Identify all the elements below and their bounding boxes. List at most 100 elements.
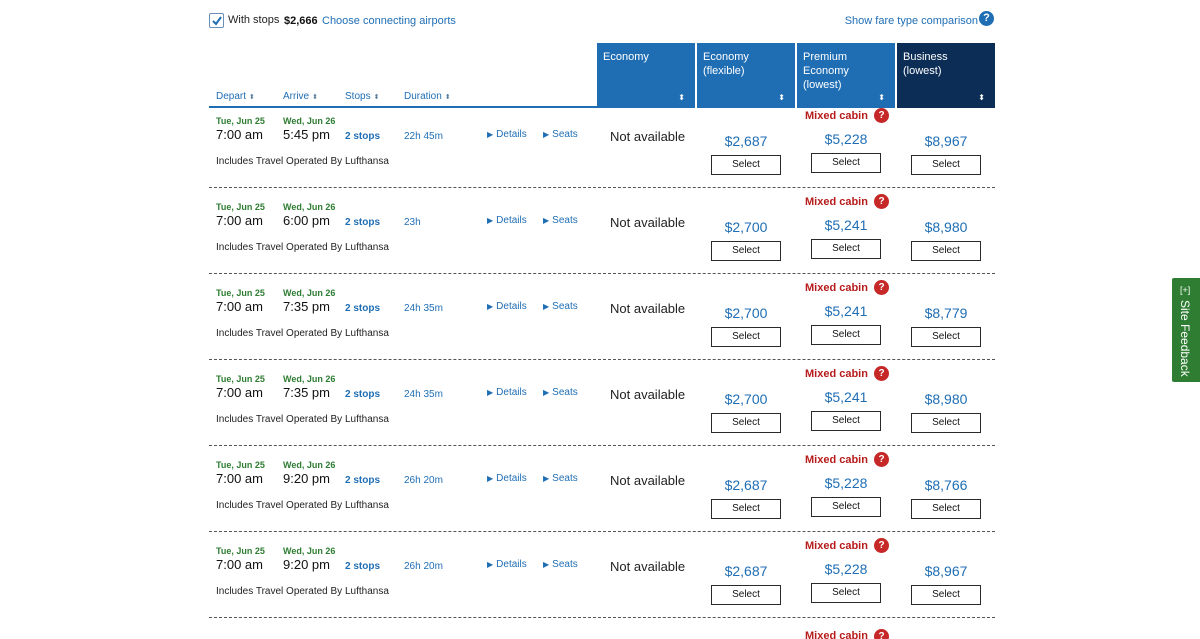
cabin-header-label: Economy (flexible) [703,51,749,77]
operated-by: Includes Travel Operated By Lufthansa [216,414,389,425]
depart-date: Tue, Jun 25 [216,374,265,384]
caret-right-icon: ▶ [487,388,494,397]
sort-duration[interactable]: Duration ⬍ [404,91,451,102]
premium-economy-price: $5,228 [824,561,868,577]
select-economy-flexible-button[interactable]: Select [711,585,781,605]
select-economy-flexible-button[interactable]: Select [711,499,781,519]
economy-not-available: Not available [610,301,686,316]
sort-arrow-icon: ⬍ [444,94,451,101]
depart-time: 7:00 am [216,557,263,572]
mixed-cabin-label: Mixed cabin [805,368,868,380]
business-price: $8,980 [924,219,968,235]
stops-link[interactable]: 2 stops [345,389,381,400]
arrive-time: 7:35 pm [283,385,330,400]
economy-flexible-price: $2,687 [724,477,768,493]
details-toggle[interactable]: ▶ Details [487,301,527,312]
economy-flexible-price: $2,700 [724,391,768,407]
seats-toggle[interactable]: ▶ Seats [543,387,578,398]
caret-right-icon: ▶ [487,216,494,225]
select-business-button[interactable]: Select [911,413,981,433]
mixed-cabin-help-icon[interactable]: ? [874,108,889,123]
stops-link[interactable]: 2 stops [345,475,381,486]
cabin-header-premium-economy[interactable]: Premium Economy (lowest) ⬍ [797,43,895,108]
duration: 26h 20m [404,475,443,486]
stops-link[interactable]: 2 stops [345,217,381,228]
mixed-cabin-help-icon[interactable]: ? [874,280,889,295]
flight-row: Tue, Jun 25 Wed, Jun 26 7:00 am 6:00 pm … [209,188,995,274]
caret-right-icon: ▶ [543,216,550,225]
sort-depart[interactable]: Depart ⬍ [216,91,255,102]
select-economy-flexible-button[interactable]: Select [711,155,781,175]
select-economy-flexible-button[interactable]: Select [711,241,781,261]
select-business-button[interactable]: Select [911,499,981,519]
stops-link[interactable]: 2 stops [345,131,381,142]
economy-not-available: Not available [610,559,686,574]
economy-flexible-price: $2,687 [724,563,768,579]
details-label: Details [496,387,527,398]
select-premium-economy-button[interactable]: Select [811,153,881,173]
fare-type-comparison-link[interactable]: Show fare type comparison [844,15,978,27]
sort-arrow-icon: ⬍ [878,93,885,102]
operated-by: Includes Travel Operated By Lufthansa [216,328,389,339]
details-toggle[interactable]: ▶ Details [487,473,527,484]
cabin-header-economy-flexible[interactable]: Economy (flexible) ⬍ [697,43,795,108]
select-premium-economy-button[interactable]: Select [811,497,881,517]
cabin-header-economy[interactable]: Economy ⬍ [597,43,695,108]
mixed-cabin-help-icon[interactable]: ? [874,366,889,381]
mixed-cabin-help-icon[interactable]: ? [874,538,889,553]
select-business-button[interactable]: Select [911,585,981,605]
mixed-cabin-help-icon[interactable]: ? [874,629,889,639]
details-label: Details [496,559,527,570]
mixed-cabin-help-icon[interactable]: ? [874,194,889,209]
economy-not-available: Not available [610,129,686,144]
arrive-date: Wed, Jun 26 [283,116,336,126]
details-toggle[interactable]: ▶ Details [487,559,527,570]
mixed-cabin-label: Mixed cabin [805,282,868,294]
checkmark-icon [212,16,222,26]
details-toggle[interactable]: ▶ Details [487,215,527,226]
details-toggle[interactable]: ▶ Details [487,387,527,398]
choose-connecting-airports-link[interactable]: Choose connecting airports [322,15,456,27]
premium-economy-price: $5,241 [824,303,868,319]
flight-row: Tue, Jun 25 Wed, Jun 26 7:00 am 9:20 pm … [209,532,995,618]
seats-toggle[interactable]: ▶ Seats [543,559,578,570]
flight-row: Tue, Jun 25 Wed, Jun 26 7:00 am 5:45 pm … [209,102,995,188]
select-premium-economy-button[interactable]: Select [811,411,881,431]
select-business-button[interactable]: Select [911,327,981,347]
seats-toggle[interactable]: ▶ Seats [543,301,578,312]
with-stops-checkbox[interactable] [209,13,224,28]
mixed-cabin-label: Mixed cabin [805,630,868,639]
select-economy-flexible-button[interactable]: Select [711,327,781,347]
select-business-button[interactable]: Select [911,241,981,261]
select-economy-flexible-button[interactable]: Select [711,413,781,433]
seats-toggle[interactable]: ▶ Seats [543,129,578,140]
caret-right-icon: ▶ [543,560,550,569]
stops-link[interactable]: 2 stops [345,561,381,572]
select-premium-economy-button[interactable]: Select [811,583,881,603]
sort-stops[interactable]: Stops ⬍ [345,91,379,102]
flight-row: Tue, Jun 25 Wed, Jun 26 7:00 am 7:35 pm … [209,274,995,360]
details-toggle[interactable]: ▶ Details [487,129,527,140]
depart-time: 7:00 am [216,471,263,486]
arrive-date: Wed, Jun 26 [283,460,336,470]
seats-label: Seats [552,129,578,140]
economy-not-available: Not available [610,387,686,402]
select-business-button[interactable]: Select [911,155,981,175]
mixed-cabin-help-icon[interactable]: ? [874,452,889,467]
seats-toggle[interactable]: ▶ Seats [543,473,578,484]
business-price: $8,779 [924,305,968,321]
site-feedback-tab[interactable]: [+] Site Feedback [1172,278,1200,382]
seats-label: Seats [552,473,578,484]
cabin-header-business[interactable]: Business (lowest) ⬍ [897,43,995,108]
duration: 24h 35m [404,389,443,400]
arrive-date: Wed, Jun 26 [283,202,336,212]
operated-by: Includes Travel Operated By Lufthansa [216,500,389,511]
stops-link[interactable]: 2 stops [345,303,381,314]
select-premium-economy-button[interactable]: Select [811,325,881,345]
seats-toggle[interactable]: ▶ Seats [543,215,578,226]
select-premium-economy-button[interactable]: Select [811,239,881,259]
help-icon[interactable]: ? [979,11,994,26]
mixed-cabin-label: Mixed cabin [805,110,868,122]
sort-arrive[interactable]: Arrive ⬍ [283,91,318,102]
site-feedback-label: Site Feedback [1178,300,1192,377]
